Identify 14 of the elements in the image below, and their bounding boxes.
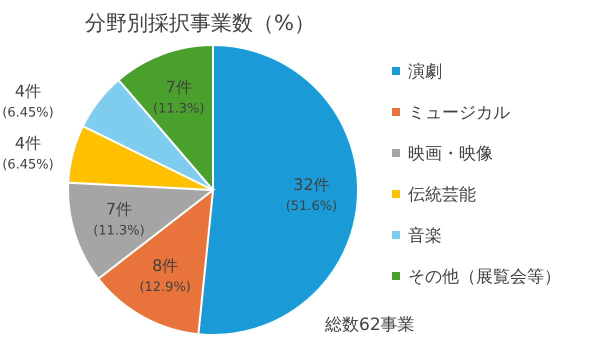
chart-title: 分野別採択事業数（%） [85, 11, 315, 35]
legend-label: その他（展覧会等） [408, 267, 561, 287]
legend-label: ミュージカル [408, 103, 510, 123]
data-label: 4件 (6.45%) [2, 134, 54, 173]
data-label: 7件 (11.3%) [153, 78, 204, 117]
legend-label: 伝統芸能 [408, 185, 476, 205]
legend-label: 音楽 [408, 226, 442, 246]
data-label: 8件 (12.9%) [139, 256, 191, 296]
data-label: 32件 (51.6%) [286, 174, 338, 214]
legend-label: 演劇 [408, 62, 442, 82]
data-label: 4件 (6.45%) [2, 81, 54, 120]
legend-label: 映画・映像 [408, 144, 493, 164]
data-label: 7件 (11.3%) [93, 200, 145, 239]
text: 総数62事業 [324, 315, 415, 335]
